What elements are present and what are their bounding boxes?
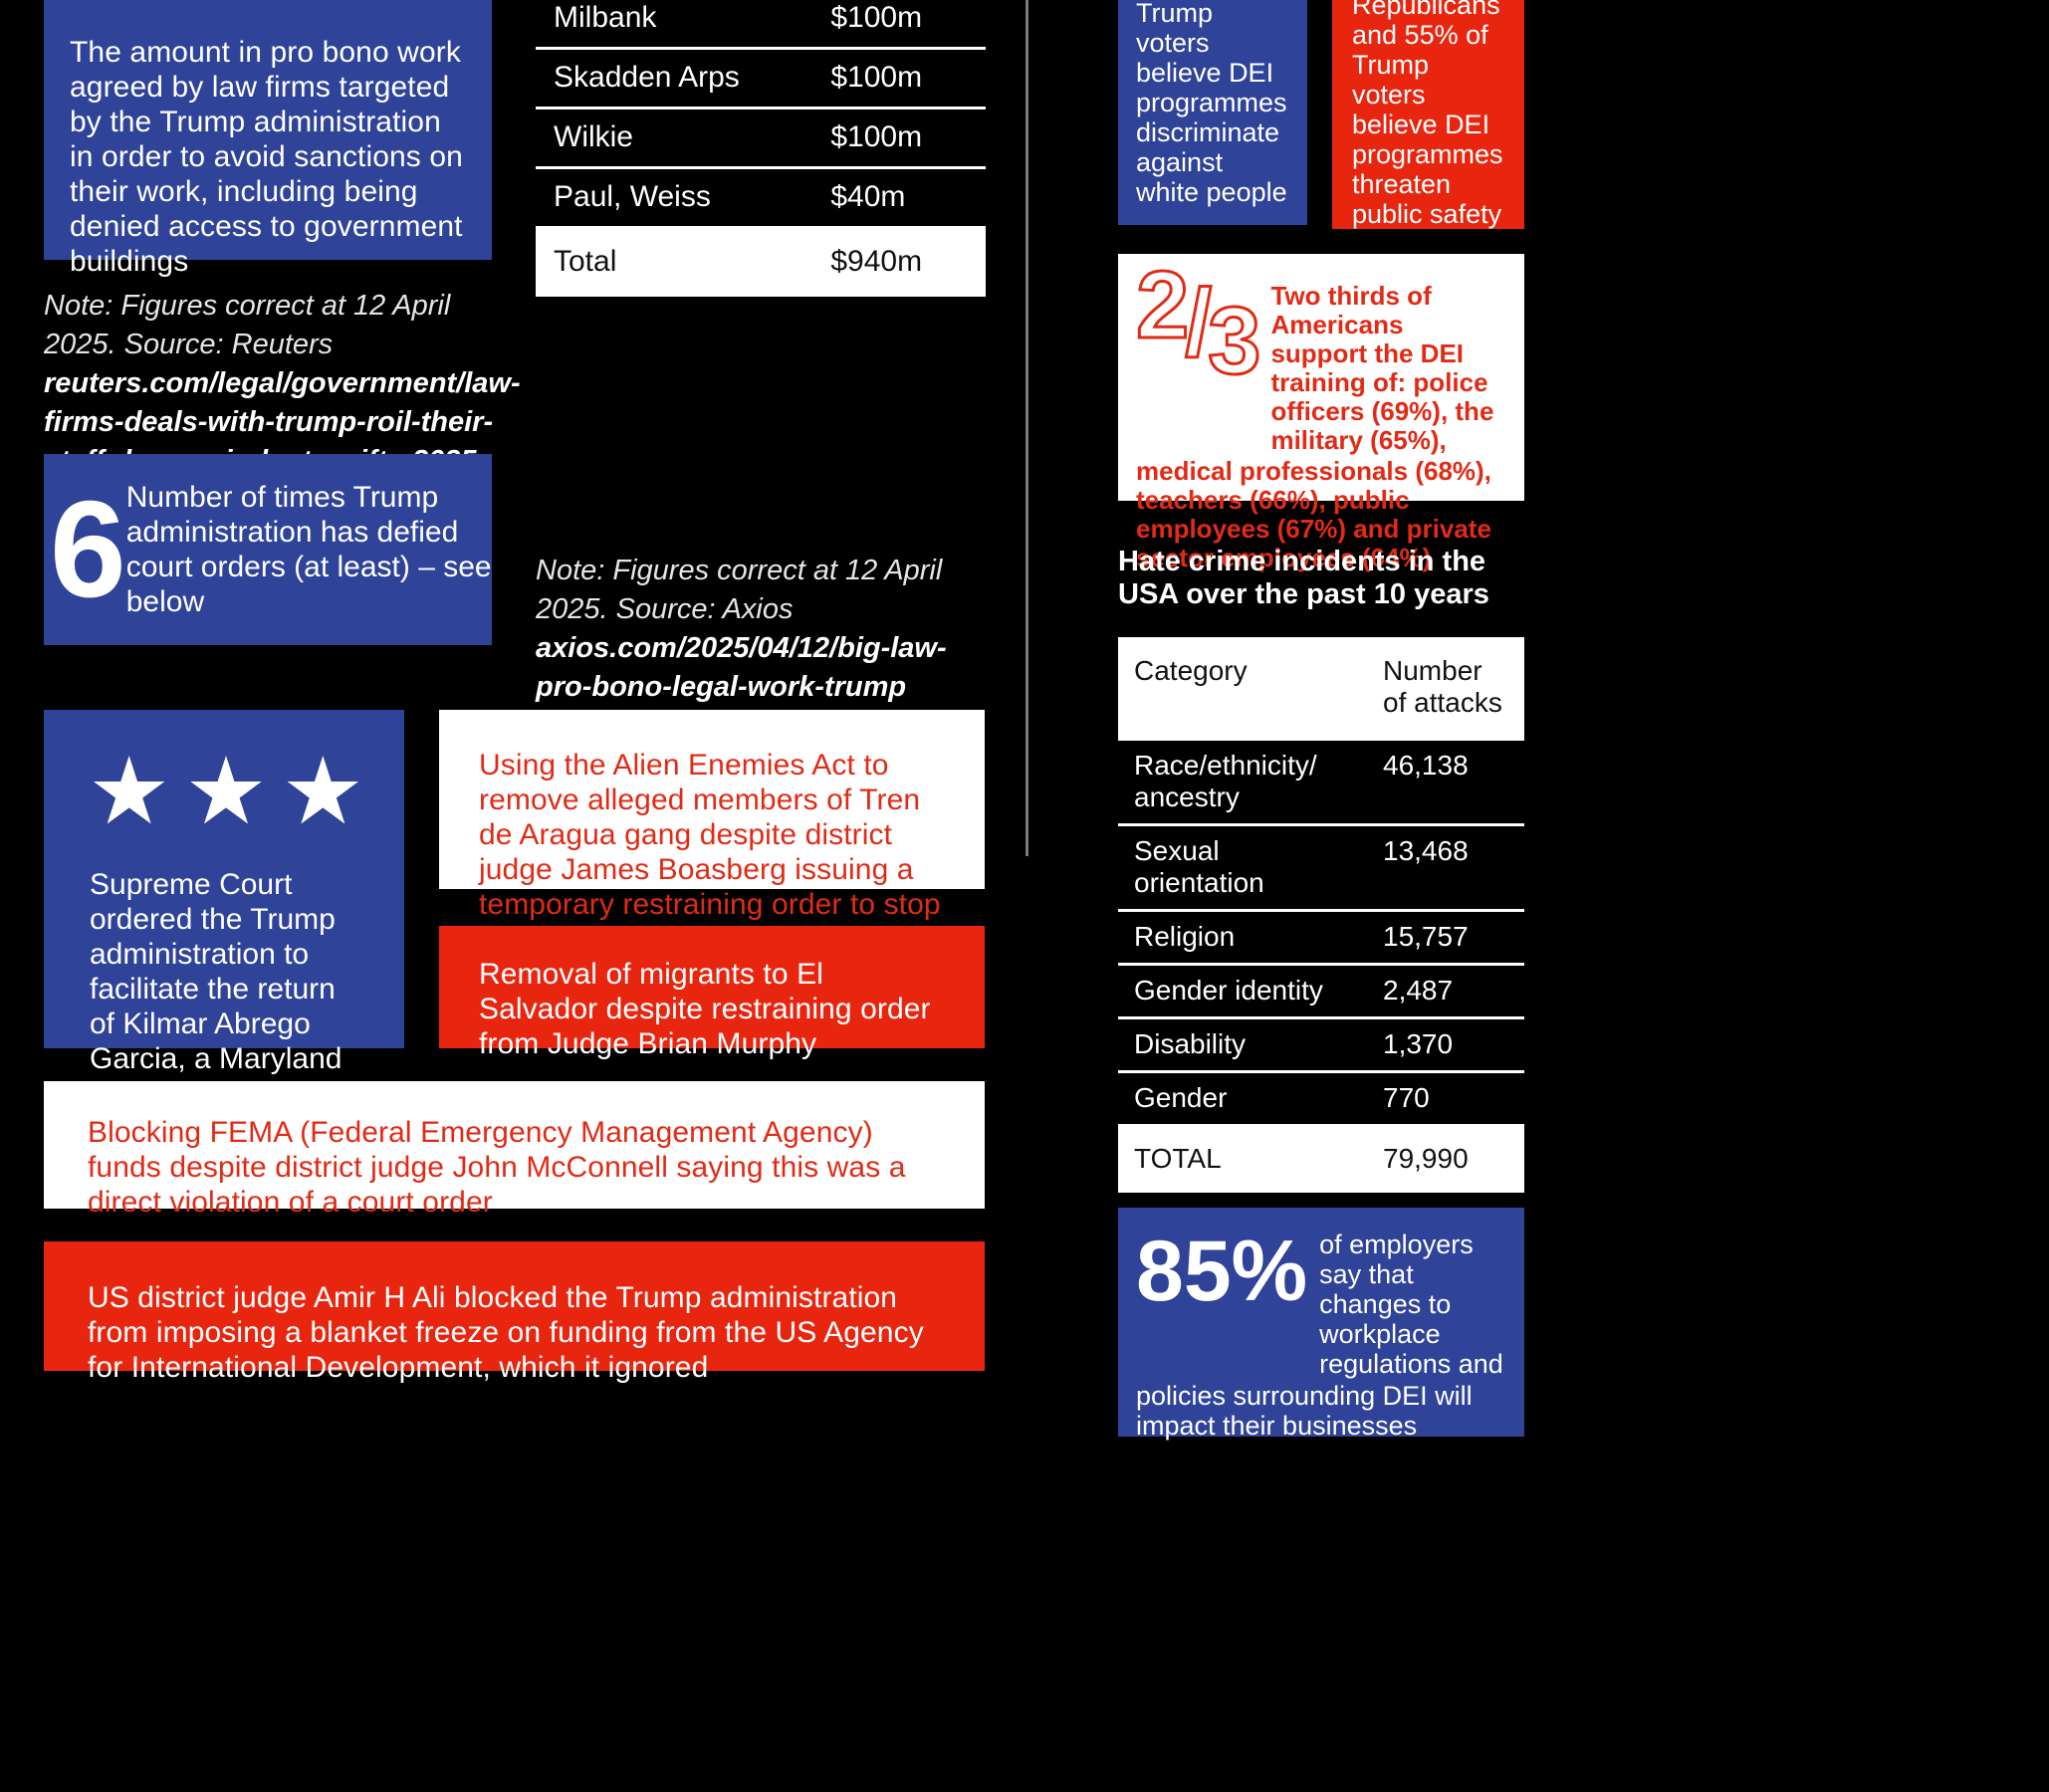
defiance-callout-fema-funds: Blocking FEMA (Federal Emergency Managem…	[44, 1081, 985, 1219]
axios-note-url[interactable]: axios.com/2025/04/12/big-law-pro-bono-le…	[536, 632, 947, 703]
defiance-callout-text: US district judge Amir H Ali blocked the…	[88, 1281, 924, 1384]
court-defiance-count-value: 6	[50, 473, 126, 626]
firm-amount-cell: $100m	[812, 108, 986, 169]
hate-category-cell: Gender identity	[1118, 964, 1367, 1019]
dei-discrimination-caption: of Republicans and 66% of Trump voters b…	[1136, 0, 1287, 207]
table-row: Race/ethnicity/ ancestry 46,138	[1118, 741, 1524, 826]
hate-category-cell: Religion	[1118, 910, 1367, 966]
supreme-court-card: Supreme Court ordered the Trump administ…	[44, 710, 404, 1145]
two-thirds-fraction: 2/3	[1134, 256, 1262, 455]
hate-total-label: TOTAL	[1118, 1125, 1367, 1193]
hate-value-cell: 13,468	[1367, 824, 1524, 912]
two-thirds-top-row: 2/3 Two thirds of Americans support the …	[1134, 256, 1506, 455]
axios-note-lead: Note: Figures correct at 12 April 2025. …	[536, 555, 943, 625]
firm-name-cell: Skadden Arps	[536, 48, 813, 110]
table-row: Sexual orientation 13,468	[1118, 824, 1524, 912]
employers-headline: of employers say that changes to workpla…	[1319, 1230, 1503, 1379]
employers-top-row: 85% of employers say that changes to wor…	[1136, 1222, 1506, 1379]
axios-source-note: Note: Figures correct at 12 April 2025. …	[536, 552, 994, 707]
dei-public-safety-caption: of Republicans and 55% of Trump voters b…	[1352, 0, 1503, 229]
hate-value-cell: 770	[1367, 1071, 1524, 1127]
fraction-denominator: 3	[1207, 288, 1262, 394]
hate-total-value: 79,990	[1367, 1125, 1524, 1193]
table-row: Milbank $100m	[536, 0, 986, 50]
table-row: Skadden Arps $100m	[536, 48, 986, 110]
hate-value-cell: 46,138	[1367, 741, 1524, 826]
firm-amount-cell: $40m	[812, 167, 986, 229]
hate-category-cell: Gender	[1118, 1071, 1367, 1127]
firm-amount-cell: $100m	[812, 48, 986, 110]
table-header-row: Category Number of attacks	[1118, 637, 1524, 741]
firm-name-cell: Wilkie	[536, 108, 813, 169]
court-defiance-count-caption: Number of times Trump administration has…	[125, 481, 492, 618]
table-row: Disability 1,370	[1118, 1017, 1524, 1073]
court-defiance-count-card: 6 Number of times Trump administration h…	[44, 454, 492, 645]
dei-public-safety-stat-card: 62% of Republicans and 55% of Trump vote…	[1332, 0, 1524, 229]
fraction-numerator: 2	[1134, 252, 1190, 358]
firm-name-cell: Paul, Weiss	[536, 167, 813, 229]
defiance-callout-usaid-freeze: US district judge Amir H Ali blocked the…	[44, 1241, 985, 1384]
hate-category-cell: Sexual orientation	[1118, 824, 1367, 912]
reuters-note-lead: Note: Figures correct at 12 April 2025. …	[44, 290, 451, 360]
defiance-callout-el-salvador-removal: Removal of migrants to El Salvador despi…	[439, 926, 985, 1060]
table-row: Religion 15,757	[1118, 910, 1524, 966]
law-firm-pro-bono-table: A & O Shearman$125mKirkland & Ellis$125m…	[536, 0, 986, 297]
defiance-callout-text: Using the Alien Enemies Act to remove al…	[479, 749, 941, 956]
hate-crime-table: Category Number of attacks Race/ethnicity/…	[1118, 637, 1524, 1193]
hate-value-cell: 1,370	[1367, 1017, 1524, 1073]
firm-amount-cell: $100m	[812, 0, 986, 50]
hate-crime-table-title: Hate crime incidents in the USA over the…	[1118, 546, 1489, 610]
hate-category-cell: Race/ethnicity/ ancestry	[1118, 741, 1367, 826]
firm-name-cell: Milbank	[536, 0, 813, 50]
table-row: Paul, Weiss $40m	[536, 167, 986, 229]
employers-percent: 85%	[1136, 1224, 1308, 1319]
defiance-callout-text: Blocking FEMA (Federal Emergency Managem…	[88, 1116, 906, 1219]
table-row: Gender identity 2,487	[1118, 964, 1524, 1019]
star-icon	[94, 756, 165, 824]
stars-row	[90, 710, 358, 829]
defiance-callout-alien-enemies-act: Using the Alien Enemies Act to remove al…	[439, 710, 985, 956]
two-thirds-detail: medical professionals (68%), teachers (6…	[1136, 456, 1491, 572]
pro-bono-caption: The amount in pro bono work agreed by la…	[70, 36, 463, 278]
hate-col-category: Category	[1118, 637, 1367, 741]
hate-col-number: Number of attacks	[1367, 637, 1524, 741]
table-row: Gender 770	[1118, 1071, 1524, 1127]
employers-impact-card: 85% of employers say that changes to wor…	[1118, 1208, 1524, 1441]
pro-bono-amount-card: $940m The amount in pro bono work agreed…	[44, 0, 492, 278]
hate-value-cell: 2,487	[1367, 964, 1524, 1019]
column-divider	[1025, 0, 1028, 856]
table-row: Wilkie $100m	[536, 108, 986, 169]
table-total-row: Total $940m	[536, 227, 986, 297]
hate-value-cell: 15,757	[1367, 910, 1524, 966]
firm-total-label: Total	[536, 227, 813, 297]
employers-detail: policies surrounding DEI will impact the…	[1136, 1381, 1473, 1441]
table-total-row: TOTAL 79,990	[1118, 1125, 1524, 1193]
star-icon	[287, 756, 358, 824]
firm-total-amount: $940m	[812, 227, 986, 297]
two-thirds-support-card: 2/3 Two thirds of Americans support the …	[1118, 254, 1524, 572]
star-icon	[190, 756, 262, 824]
dei-discrimination-stat-card: 74% of Republicans and 66% of Trump vote…	[1118, 0, 1307, 225]
defiance-callout-text: Removal of migrants to El Salvador despi…	[479, 958, 931, 1060]
fraction-slash: /	[1184, 270, 1214, 376]
hate-category-cell: Disability	[1118, 1017, 1367, 1073]
two-thirds-headline: Two thirds of Americans support the DEI …	[1270, 281, 1494, 455]
